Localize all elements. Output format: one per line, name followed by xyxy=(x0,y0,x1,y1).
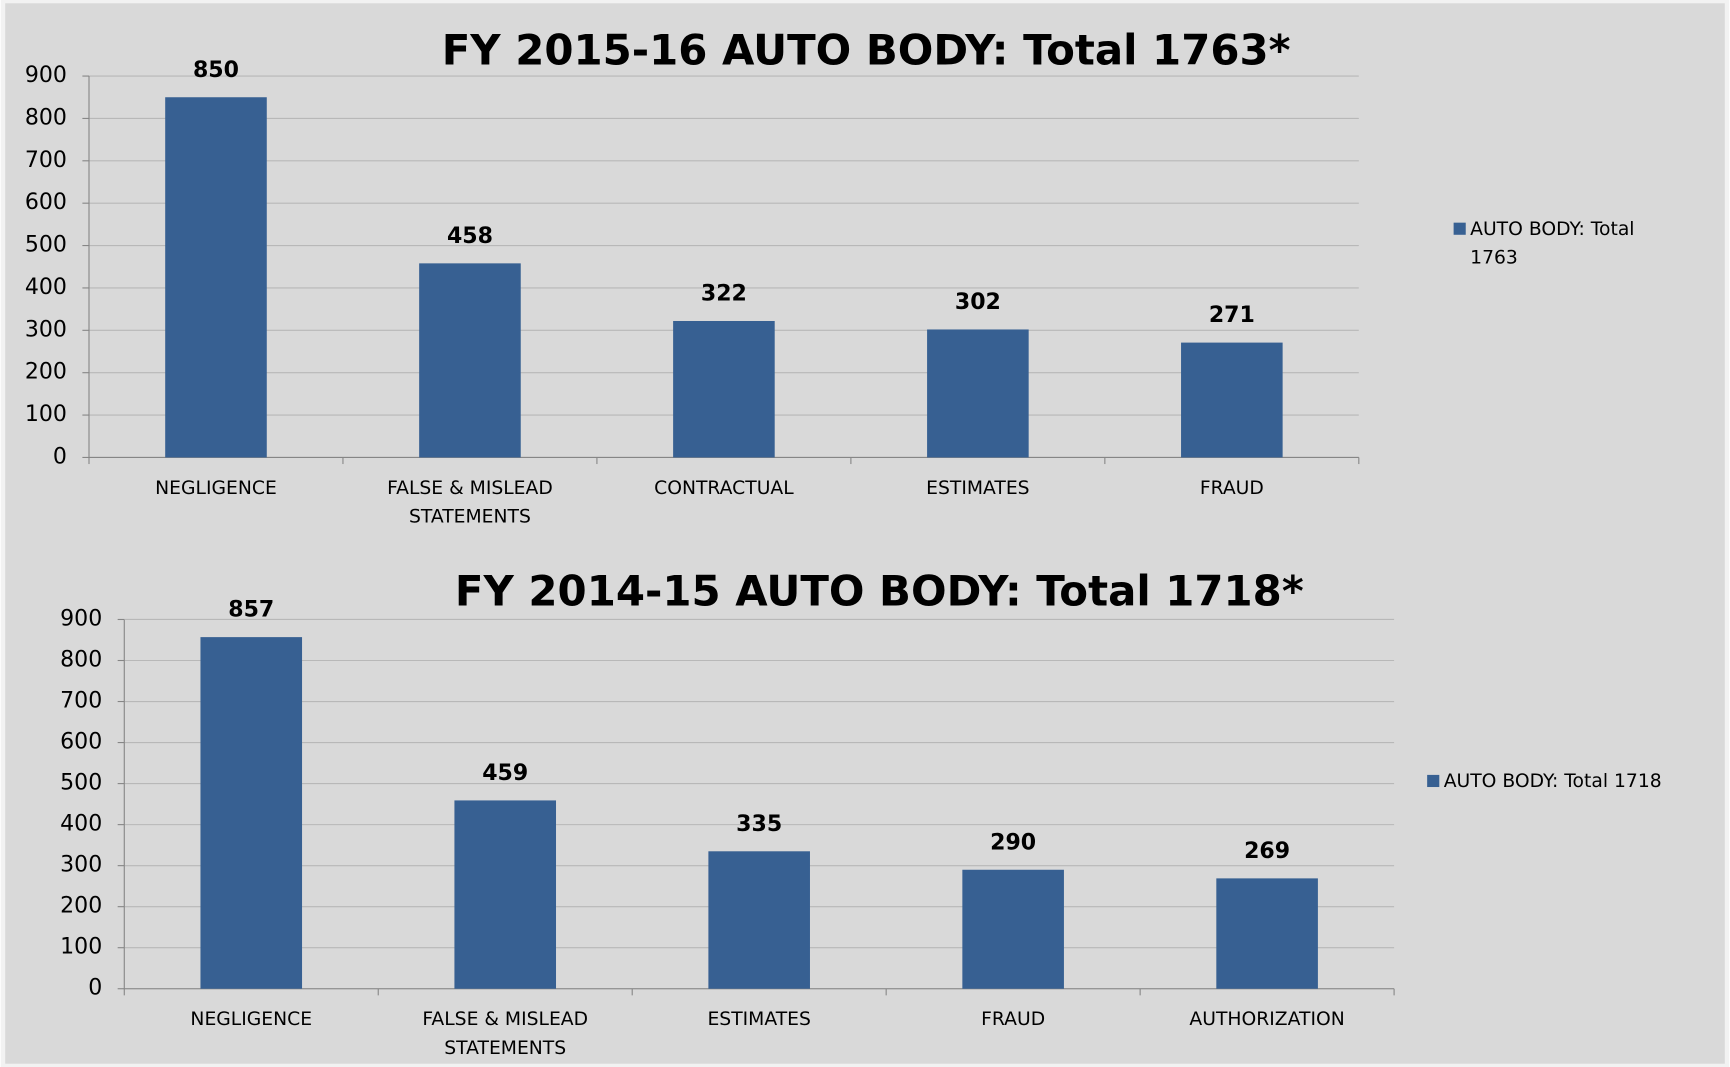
x-tick-label: NEGLIGENCE xyxy=(155,477,277,500)
legend-label: AUTO BODY: Total 1763 xyxy=(1470,218,1635,269)
y-tick-label: 300 xyxy=(60,853,102,878)
y-tick-label: 0 xyxy=(88,976,102,1001)
y-tick-label: 700 xyxy=(60,689,102,714)
y-tick-label: 700 xyxy=(25,148,67,173)
bar xyxy=(1181,342,1283,458)
bar xyxy=(1216,878,1318,989)
x-tick-label: ESTIMATES xyxy=(926,477,1030,500)
y-tick-label: 500 xyxy=(25,233,67,258)
x-tick-label-box: FRAUD xyxy=(981,1008,1046,1031)
legend-label-box: AUTO BODY: Total 1718 xyxy=(1443,770,1662,793)
data-label: 271 xyxy=(1209,303,1255,328)
y-tick-label: 500 xyxy=(60,771,102,796)
data-label: 269 xyxy=(1244,839,1290,864)
x-tick-label-box: NEGLIGENCE xyxy=(190,1008,313,1031)
legend-swatch xyxy=(1453,222,1466,235)
data-label: 302 xyxy=(955,290,1001,315)
y-tick-label: 800 xyxy=(60,648,102,673)
bar xyxy=(962,869,1064,989)
x-tick-label: FALSE & MISLEAD STATEMENTS xyxy=(387,477,553,528)
x-tick-label: FRAUD xyxy=(1199,477,1264,500)
x-tick-label-box: CONTRACTUAL xyxy=(654,477,794,500)
data-label: 857 xyxy=(228,598,274,623)
y-tick-label: 400 xyxy=(60,812,102,837)
bar xyxy=(200,637,303,989)
data-label: 290 xyxy=(990,830,1036,855)
x-tick-label-box: FRAUD xyxy=(1199,477,1264,500)
bar xyxy=(708,851,810,989)
y-tick-label: 200 xyxy=(25,360,67,385)
data-label: 850 xyxy=(193,58,239,83)
y-tick-label: 300 xyxy=(25,317,67,342)
data-label: 322 xyxy=(701,282,747,307)
legend-label-box: AUTO BODY: Total 1763 xyxy=(1470,218,1635,269)
x-tick-label: CONTRACTUAL xyxy=(654,477,794,500)
bar xyxy=(673,320,775,458)
data-label: 458 xyxy=(447,224,493,249)
y-tick-label: 900 xyxy=(25,63,67,88)
y-tick-label: 400 xyxy=(25,275,67,300)
x-tick-label-box: ESTIMATES xyxy=(926,477,1030,500)
y-tick-label: 800 xyxy=(25,105,67,130)
chart-title: FY 2014-15 AUTO BODY: Total 1718* xyxy=(455,567,1304,616)
legend-label: AUTO BODY: Total 1718 xyxy=(1443,770,1662,793)
bar xyxy=(419,263,521,458)
x-tick-label: FALSE & MISLEAD STATEMENTS xyxy=(422,1008,589,1060)
y-tick-label: 100 xyxy=(60,935,102,960)
legend-swatch xyxy=(1427,774,1440,788)
x-tick-label: ESTIMATES xyxy=(707,1008,811,1031)
y-tick-label: 600 xyxy=(25,190,67,215)
x-tick-label-box: FALSE & MISLEAD STATEMENTS xyxy=(387,477,553,528)
data-label: 459 xyxy=(482,761,528,786)
y-tick-label: 100 xyxy=(25,402,67,427)
x-tick-label-box: FALSE & MISLEAD STATEMENTS xyxy=(422,1008,589,1060)
chart-title: FY 2015-16 AUTO BODY: Total 1763* xyxy=(442,25,1291,74)
bar xyxy=(165,97,267,458)
x-tick-label: FRAUD xyxy=(981,1008,1046,1031)
x-tick-label: NEGLIGENCE xyxy=(190,1008,313,1031)
y-tick-label: 200 xyxy=(60,894,102,919)
data-label: 335 xyxy=(736,812,782,837)
x-tick-label-box: AUTHORIZATION xyxy=(1189,1008,1345,1031)
x-tick-label-box: ESTIMATES xyxy=(707,1008,811,1031)
y-tick-label: 900 xyxy=(60,606,102,631)
y-tick-label: 0 xyxy=(53,444,67,469)
x-tick-label: AUTHORIZATION xyxy=(1189,1008,1345,1031)
bar xyxy=(927,329,1029,458)
bar xyxy=(454,800,557,989)
y-tick-label: 600 xyxy=(60,730,102,755)
x-tick-label-box: NEGLIGENCE xyxy=(155,477,277,500)
